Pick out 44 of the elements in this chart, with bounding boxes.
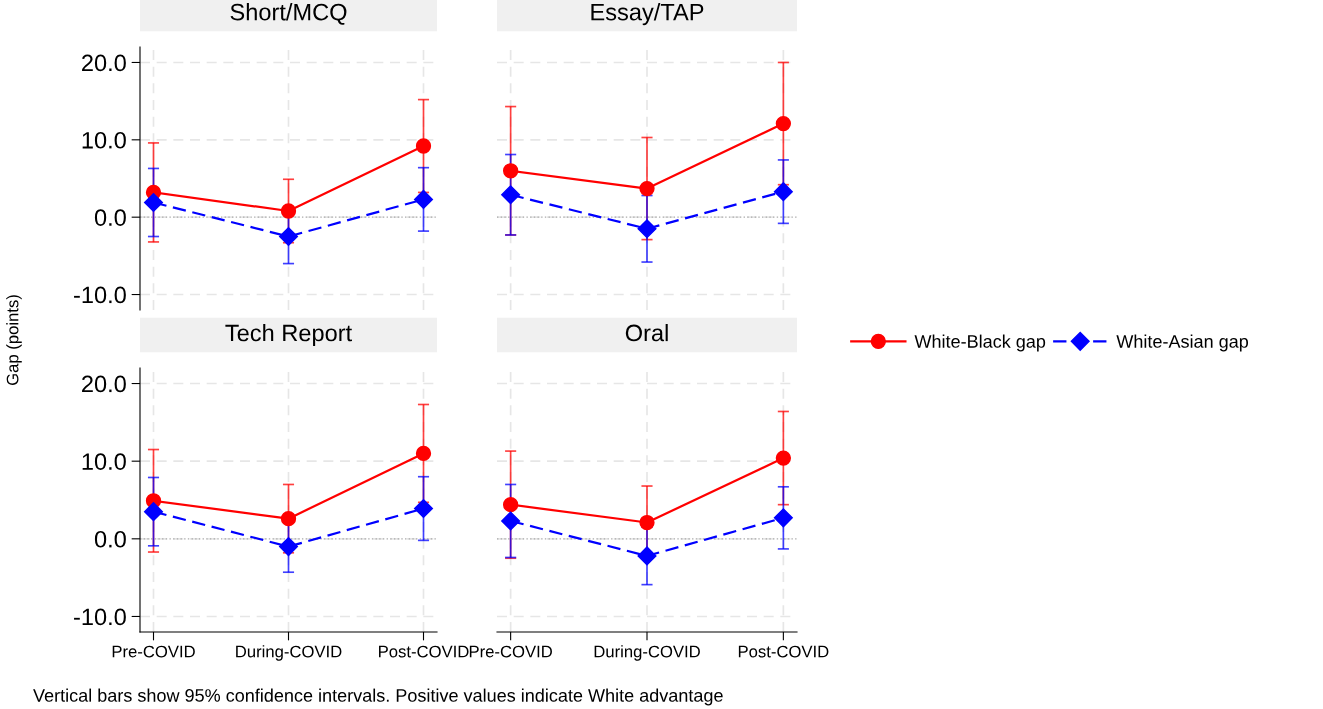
chart-title: Short/MCQ [230, 3, 347, 25]
y-tick-label: 0.0 [94, 530, 126, 548]
y-tick-label: -10.0 [74, 286, 126, 304]
y-tick-label: 20.0 [82, 375, 126, 393]
x-tick-label: Pre-COVID [112, 645, 195, 658]
point [637, 219, 657, 239]
chart-title: Tech Report [225, 324, 352, 346]
point [415, 445, 432, 462]
point [639, 514, 655, 531]
point [502, 497, 519, 513]
point [415, 138, 432, 154]
point [775, 450, 792, 466]
x-tick-label: During-COVID [236, 645, 342, 661]
point [143, 502, 164, 522]
y-tick-label: 10.0 [82, 131, 126, 149]
legend-label: White-Asian gap [1116, 334, 1249, 352]
point [639, 180, 655, 197]
chart-title: Oral [625, 324, 668, 342]
point [280, 510, 297, 527]
point [278, 226, 299, 247]
point [413, 499, 434, 519]
point [501, 185, 521, 205]
x-tick-label: Post-COVID [379, 645, 469, 658]
point [278, 537, 299, 557]
x-tick-label: Pre-COVID [469, 645, 552, 658]
y-axis-title: Gap (points) [6, 295, 22, 386]
chart-title: Essay/TAP [591, 3, 704, 26]
point [773, 182, 793, 202]
y-tick-label: 0.0 [94, 209, 126, 226]
point [280, 203, 297, 219]
point [773, 508, 793, 528]
text: Vertical bars show 95% confidence intervals. Positive values indicate White advantage [33, 688, 723, 706]
point [775, 115, 792, 132]
point [501, 511, 521, 531]
y-tick-label: 10.0 [82, 453, 126, 470]
x-tick-label: During-COVID [594, 645, 700, 661]
legend-label: White-Black gap [914, 334, 1046, 352]
x-tick-label: Post-COVID [738, 645, 829, 658]
y-tick-label: -10.0 [74, 608, 126, 626]
y-tick-label: 20.0 [82, 54, 126, 72]
point [413, 189, 434, 209]
point [502, 163, 519, 179]
point [637, 546, 657, 566]
point [143, 192, 164, 213]
